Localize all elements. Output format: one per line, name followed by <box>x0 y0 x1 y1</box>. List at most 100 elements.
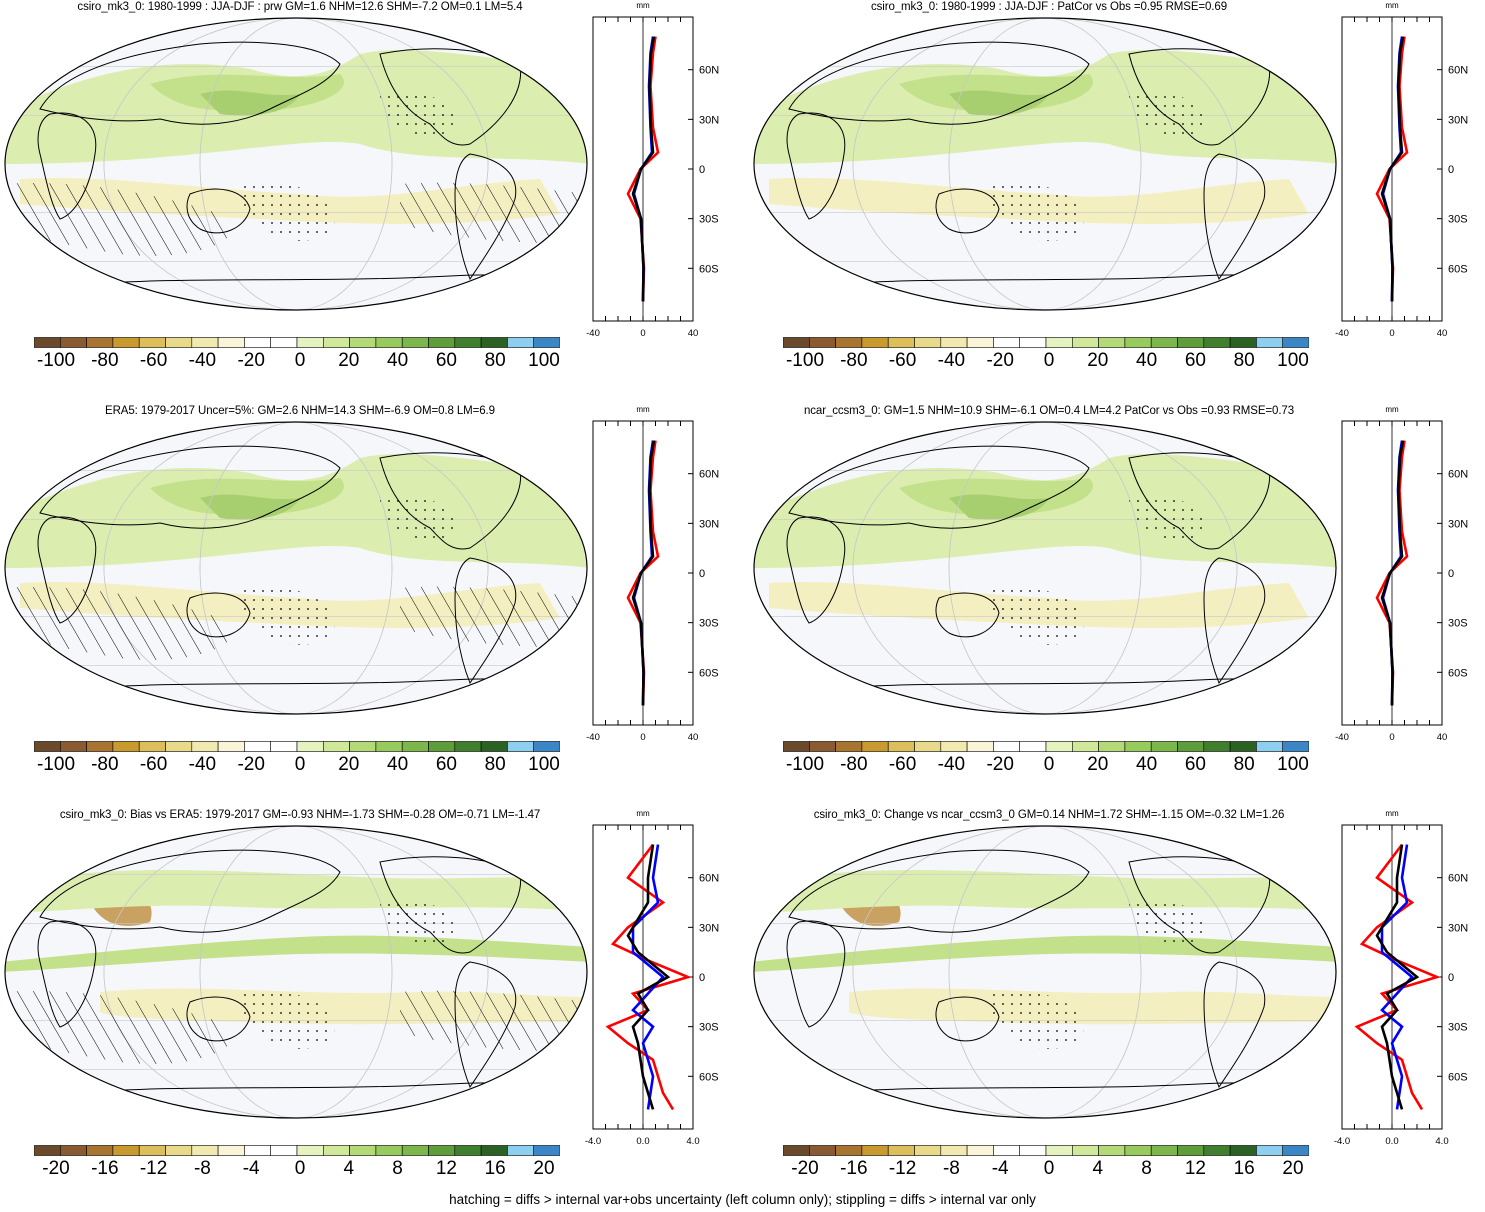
colorbar-swatch <box>349 741 377 752</box>
colorbar-tick-label: -60 <box>888 754 917 775</box>
profile-unit: mm <box>1385 809 1399 818</box>
hatching-region <box>5 183 233 256</box>
continent-africa <box>37 112 97 220</box>
colorbar-tick-label: 80 <box>1233 350 1255 371</box>
profile-x-tick-label: 40 <box>1437 328 1448 339</box>
colorbar-swatch <box>401 741 429 752</box>
continent-eurasia <box>788 41 1090 125</box>
colorbar-swatch <box>217 337 245 348</box>
profile-line-mean <box>1380 36 1405 302</box>
colorbar-tick-label: 16 <box>1233 1158 1255 1179</box>
colorbar-swatch <box>480 337 508 348</box>
colorbar-tick-label: -40 <box>188 350 217 371</box>
profile-x-tick-label: 0.0 <box>1385 1136 1398 1147</box>
colorbar-swatch <box>1203 1145 1231 1156</box>
colorbar-swatch <box>1282 1145 1309 1156</box>
colorbar-swatch <box>835 741 863 752</box>
panel-middle-left: ERA5: 1979-2017 Uncer=5%: GM=2.6 NHM=14.… <box>0 404 742 808</box>
colorbar-swatch <box>1071 337 1099 348</box>
colorbar-tick-label: -100 <box>785 350 825 371</box>
colorbar-swatch <box>86 1145 114 1156</box>
colorbar-tick-label: -60 <box>888 350 917 371</box>
continent-africa <box>786 516 846 624</box>
continent-north-america <box>379 452 522 550</box>
colorbar-swatch <box>34 337 61 348</box>
colorbar-swatch <box>940 741 968 752</box>
colorbar-swatch <box>59 741 87 752</box>
colorbar-swatch <box>1203 337 1231 348</box>
continent-eurasia <box>39 849 341 933</box>
profile-line-obs <box>631 844 665 1110</box>
panel-title: csiro_mk3_0: 1980-1999 : JJA-DJF : prw G… <box>77 1 523 13</box>
colorbar-swatch <box>783 1145 810 1156</box>
colorbar <box>34 1145 560 1156</box>
continent-africa <box>37 516 97 624</box>
colorbar-tick-label: 0 <box>294 1158 306 1179</box>
colorbar-swatch <box>1256 337 1283 348</box>
colorbar-swatch <box>507 741 534 752</box>
profile-x-tick-label: 0 <box>1389 732 1394 743</box>
colorbar-swatch <box>1098 1145 1126 1156</box>
profile-y-tick-label: 0 <box>1448 568 1454 580</box>
colorbar-swatch <box>401 1145 429 1156</box>
profile-x-tick-label: -40 <box>1335 328 1349 339</box>
colorbar-tick-label: -40 <box>188 754 217 775</box>
colorbar-swatch <box>34 1145 61 1156</box>
colorbar-tick-label: 100 <box>528 754 560 775</box>
map-border <box>753 825 1337 1119</box>
panel-title: ERA5: 1979-2017 Uncer=5%: GM=2.6 NHM=14.… <box>105 405 495 417</box>
colorbar-swatch <box>1071 741 1099 752</box>
hatching-region <box>5 991 233 1064</box>
colorbar-tick-label: -16 <box>840 1158 868 1179</box>
colorbar-tick-label: 4 <box>1092 1158 1104 1179</box>
colorbar-tick-label: 8 <box>392 1158 403 1179</box>
world-map <box>753 17 1337 311</box>
colorbar-swatch <box>454 1145 482 1156</box>
colorbar-swatch <box>296 337 324 348</box>
panel-title: ncar_ccsm3_0: GM=1.5 NHM=10.9 SHM=-6.1 O… <box>803 405 1295 417</box>
zonal-profile-plot: mm -40 0 40 60N 30N 0 30S 60S <box>1335 405 1468 743</box>
colorbar-swatch <box>428 1145 456 1156</box>
colorbar-swatch <box>349 1145 377 1156</box>
zonal-profile-plot: mm -4.0 0.0 4.0 60N 30N 0 30S 60S <box>1334 809 1468 1147</box>
continent-africa <box>786 112 846 220</box>
profile-line-mean <box>631 440 656 706</box>
colorbar-swatch <box>1150 1145 1178 1156</box>
profile-y-tick-label: 60N <box>699 873 719 885</box>
colorbar-swatch <box>993 337 1020 348</box>
colorbar-swatch <box>887 741 915 752</box>
profile-y-tick-label: 0 <box>699 972 705 984</box>
colorbar-swatch <box>1229 741 1257 752</box>
colorbar-swatch <box>783 337 810 348</box>
continent-south-america <box>454 153 517 281</box>
colorbar-tick-label: 4 <box>343 1158 355 1179</box>
colorbar-swatch <box>1071 1145 1099 1156</box>
colorbar-swatch <box>808 337 836 348</box>
profile-y-tick-label: 0 <box>1448 972 1454 984</box>
panel-title: csiro_mk3_0: Bias vs ERA5: 1979-2017 GM=… <box>59 809 541 821</box>
continent-africa <box>37 920 97 1028</box>
zonal-profile-plot: mm -4.0 0.0 4.0 60N 30N 0 30S 60S <box>585 809 719 1147</box>
colorbar-swatch <box>861 1145 889 1156</box>
zonal-profile-plot: mm -40 0 40 60N 30N 0 30S 60S <box>586 405 719 743</box>
colorbar-swatch <box>914 741 942 752</box>
colorbar-tick-label: -80 <box>840 350 868 371</box>
profile-x-tick-label: 40 <box>688 732 699 743</box>
profile-y-tick-label: 30N <box>699 114 719 126</box>
colorbar-swatch <box>1098 741 1126 752</box>
profile-y-tick-label: 0 <box>699 568 705 580</box>
colorbar-swatch <box>59 337 87 348</box>
colorbar-swatch <box>375 337 403 348</box>
profile-line-mean <box>1380 440 1405 706</box>
profile-y-tick-label: 60S <box>1448 667 1468 679</box>
stippling-region <box>240 990 335 1049</box>
colorbar-swatch <box>191 741 219 752</box>
colorbar-tick-label: 100 <box>1277 754 1309 775</box>
panel-bottom-left: csiro_mk3_0: Bias vs ERA5: 1979-2017 GM=… <box>0 808 742 1212</box>
colorbar-tick-label: -80 <box>91 754 119 775</box>
continent-eurasia <box>39 41 341 125</box>
profile-y-tick-label: 60S <box>1448 1071 1468 1083</box>
profile-x-tick-label: 0.0 <box>636 1136 649 1147</box>
colorbar-swatch <box>59 1145 87 1156</box>
colorbar-tick-label: -60 <box>139 754 168 775</box>
